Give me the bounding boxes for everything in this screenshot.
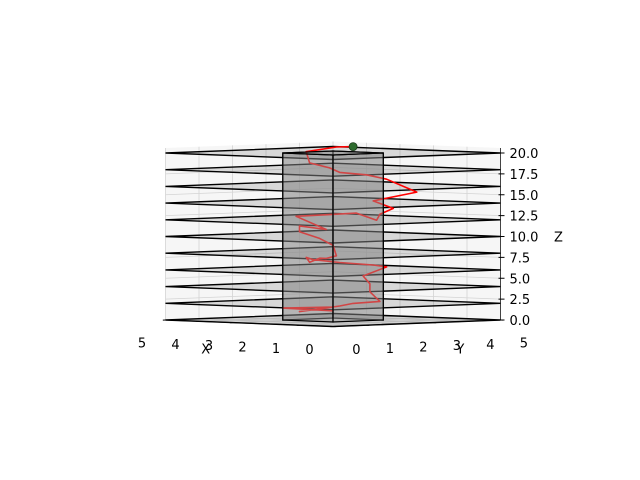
- y-tick-label: 3: [453, 339, 461, 354]
- y-tick-label: 5: [520, 337, 528, 352]
- column-face-front-x: [332, 152, 384, 323]
- z-tick-label: 10.0: [510, 231, 539, 246]
- gridline-y-floor: [198, 318, 367, 326]
- z-tick-label: 7.5: [510, 251, 531, 266]
- z-tick-label: 15.0: [510, 189, 539, 204]
- tick-labels: 0 1 2 3 4 5 0 1 2 3 4 5 0.0 2.5 5.0 7.5 10.0 12.5 15.0 17.5…: [138, 147, 563, 358]
- column-face-front-y: [282, 152, 334, 323]
- gridline-z-right: [165, 292, 334, 300]
- floor-slab: [165, 145, 501, 161]
- y-tick-label: 4: [486, 338, 494, 353]
- gridline-z-right: [165, 166, 334, 175]
- z-tick-label: 0.0: [510, 314, 531, 329]
- z-tick-label: 12.5: [510, 210, 539, 225]
- gridline-z-left: [332, 250, 501, 258]
- scene-geometry: [165, 142, 501, 328]
- y-tick-label: 2: [419, 341, 427, 356]
- gridline-z-left: [332, 292, 501, 300]
- z-tick-label: 20.0: [510, 147, 539, 162]
- x-axis-label: X: [201, 343, 210, 358]
- z-tick-label: 5.0: [510, 272, 531, 287]
- gridline-x-floor: [232, 315, 401, 323]
- gridline-z-left: [332, 271, 501, 279]
- trajectory-path: [281, 145, 418, 313]
- column-face-top: [282, 150, 384, 156]
- x-tick-label: 0: [305, 343, 313, 358]
- gridline-z-left: [332, 166, 501, 175]
- y-tick-label: 0: [352, 343, 360, 358]
- gridline-x-floor: [265, 317, 434, 325]
- y-axis-label: Y: [455, 343, 464, 358]
- z-axis-label: Z: [554, 231, 563, 246]
- x-tick-label: 5: [138, 337, 146, 352]
- x-tick-label: 2: [238, 341, 246, 356]
- end-marker: [348, 142, 358, 151]
- z-tick-label: 17.5: [510, 168, 539, 183]
- gridline-y-floor: [232, 317, 401, 325]
- x-tick-label: 3: [205, 339, 213, 354]
- x-tick-label: 4: [171, 338, 179, 353]
- gridline-z-right: [165, 271, 334, 279]
- gridline-z-left: [332, 208, 501, 217]
- z-tick-label: 2.5: [510, 293, 531, 308]
- x-tick-label: 1: [272, 342, 280, 357]
- gridline-y-floor: [265, 315, 434, 323]
- gridline-z-right: [165, 208, 334, 217]
- gridline-x-floor: [299, 318, 468, 326]
- gridline-z-right: [165, 187, 334, 196]
- y-tick-label: 1: [386, 342, 394, 357]
- gridline-z-right: [165, 250, 334, 258]
